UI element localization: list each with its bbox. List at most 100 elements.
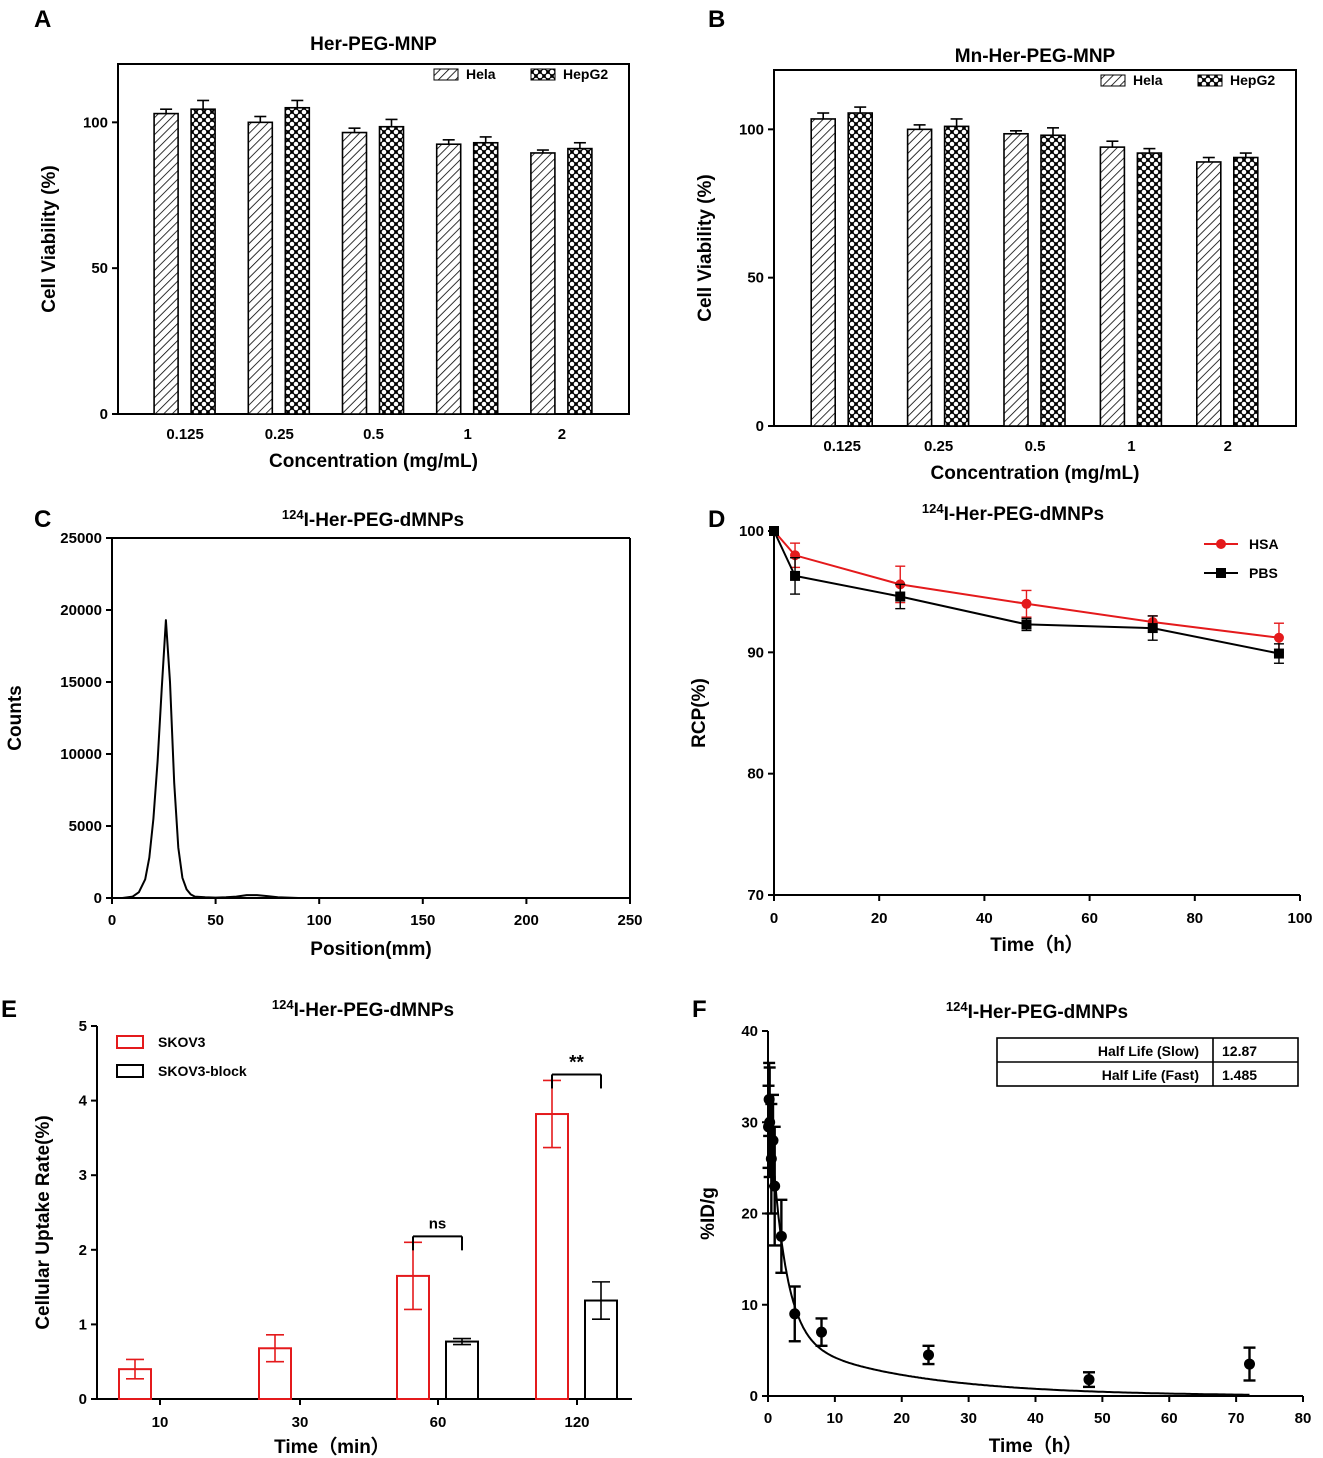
x-tick-label: 100 (307, 912, 332, 929)
x-tick-label: 30 (960, 1410, 977, 1427)
bar (378, 125, 405, 415)
y-tick-label: 40 (741, 1023, 758, 1040)
x-tick-label: 1 (1127, 438, 1135, 455)
x-tick-label: 0.25 (265, 426, 294, 443)
bar (445, 1340, 479, 1400)
x-tick-label: 0 (770, 910, 778, 927)
chart-title-text: I-Her-PEG-dMNPs (304, 510, 464, 531)
panel-label: C (34, 506, 51, 533)
y-tick-label: 15000 (60, 674, 102, 691)
legend-swatch (1100, 74, 1126, 87)
panel-label: D (708, 506, 725, 533)
x-tick-label: 80 (1186, 910, 1203, 927)
data-point (775, 1230, 787, 1242)
y-tick-label: 5 (79, 1018, 87, 1035)
data-point (923, 1349, 934, 1361)
x-axis-label: Time（h） (990, 933, 1084, 956)
legend-swatch (116, 1064, 144, 1078)
y-tick-label: 0 (100, 406, 108, 423)
data-point (769, 1180, 781, 1192)
data-point (1021, 598, 1032, 609)
data-point (895, 591, 906, 602)
x-axis-label: Position(mm) (310, 939, 431, 960)
chart-title-superscript: 124 (272, 997, 294, 1012)
chart-title: 124I-Her-PEG-dMNPs (946, 999, 1128, 1023)
panel-label: B (708, 6, 725, 33)
chart-title-text: I-Her-PEG-dMNPs (968, 1002, 1128, 1023)
legend-swatch (530, 68, 556, 81)
y-axis-label: %ID/g (698, 1187, 719, 1240)
chart-title-superscript: 124 (946, 999, 968, 1014)
chart-title: 124I-Her-PEG-dMNPs (282, 507, 464, 531)
x-tick-label: 2 (558, 426, 566, 443)
x-tick-label: 1 (464, 426, 472, 443)
bar (284, 106, 311, 415)
data-point (1147, 623, 1158, 634)
bar (810, 118, 837, 427)
data-point (789, 1308, 801, 1320)
data-point (816, 1326, 827, 1338)
chart-title-text: I-Her-PEG-dMNPs (294, 1000, 454, 1021)
legend-label: SKOV3-block (158, 1063, 247, 1079)
x-tick-label: 30 (292, 1414, 309, 1431)
chart-title: 124I-Her-PEG-dMNPs (272, 997, 454, 1021)
x-tick-label: 50 (1094, 1410, 1111, 1427)
x-tick-label: 0.5 (1025, 438, 1046, 455)
y-tick-label: 1 (79, 1316, 87, 1333)
chart-title: Mn-Her-PEG-MNP (955, 46, 1116, 67)
counts-curve (112, 619, 630, 899)
data-point (769, 526, 779, 536)
bar (341, 131, 368, 415)
y-tick-label: 100 (83, 114, 108, 131)
chart-title: 124I-Her-PEG-dMNPs (922, 501, 1104, 525)
x-axis-label: Concentration (mg/mL) (269, 451, 478, 472)
x-axis-label: Concentration (mg/mL) (931, 463, 1140, 484)
data-point (1021, 619, 1032, 630)
panel-F: F 124I-Her-PEG-dMNPs 0 10 20 30 40 0 10 20 30 40 50 6… (692, 996, 1311, 1457)
table-value: 1.485 (1222, 1067, 1257, 1083)
y-tick-label: 10000 (60, 746, 102, 763)
x-tick-label: 200 (514, 912, 539, 929)
y-tick-label: 100 (739, 523, 764, 540)
y-axis-label: Cellular Uptake Rate(%) (33, 1115, 54, 1329)
x-tick-label: 40 (1027, 1410, 1044, 1427)
x-tick-label: 20 (871, 910, 888, 927)
x-tick-label: 100 (1287, 910, 1312, 927)
y-tick-label: 70 (747, 887, 764, 904)
bar (943, 125, 970, 427)
panel-label: F (692, 996, 707, 1023)
x-tick-label: 0.125 (166, 426, 204, 443)
panel-label: A (34, 6, 51, 33)
panel-D: D 124I-Her-PEG-dMNPs 70 80 90 100 0 20 40 60 80 100… (689, 501, 1313, 956)
y-tick-label: 50 (91, 260, 108, 277)
legend-label: Hela (1133, 72, 1163, 88)
data-point (767, 1135, 779, 1146)
legend-label: HepG2 (1230, 72, 1275, 88)
legend-swatch (1197, 74, 1223, 87)
y-tick-label: 100 (739, 121, 764, 138)
bar (1003, 132, 1029, 427)
bar (1233, 156, 1259, 427)
panel-E: E 124I-Her-PEG-dMNPs 0 1 2 3 4 5 10 30 60 120 ns ** SK… (1, 996, 632, 1458)
y-tick-label: 4 (79, 1093, 88, 1110)
data-point (1273, 632, 1284, 643)
y-tick-label: 20 (741, 1206, 758, 1223)
legend-marker (1216, 568, 1226, 578)
y-tick-label: 0 (79, 1391, 87, 1408)
chart-title-superscript: 124 (922, 501, 944, 516)
data-point (1083, 1374, 1095, 1386)
y-tick-label: 20000 (60, 602, 102, 619)
x-tick-label: 0 (764, 1410, 772, 1427)
x-tick-label: 70 (1228, 1410, 1245, 1427)
chart-title: Her-PEG-MNP (310, 34, 437, 55)
data-point (1244, 1358, 1255, 1370)
bar (1136, 152, 1163, 427)
y-tick-label: 90 (747, 644, 764, 661)
bar (1099, 146, 1126, 427)
x-axis-label: Time（h） (989, 1434, 1083, 1457)
y-tick-label: 5000 (69, 818, 102, 835)
x-tick-label: 150 (410, 912, 435, 929)
plot-frame (117, 63, 630, 415)
x-axis-label: Time（min） (274, 1435, 390, 1458)
